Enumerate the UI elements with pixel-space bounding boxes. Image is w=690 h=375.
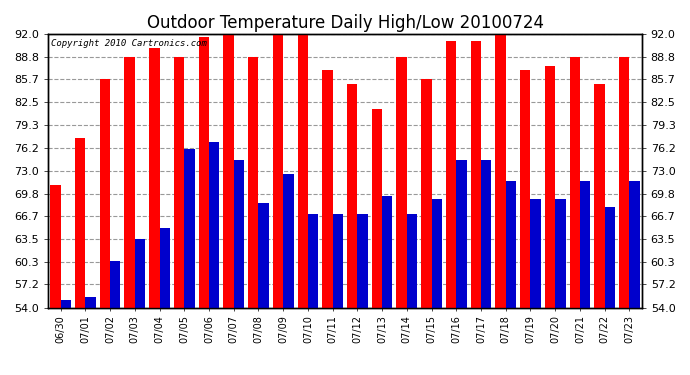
Bar <box>372 110 382 308</box>
Bar <box>471 41 481 308</box>
Bar <box>456 160 466 308</box>
Bar <box>555 200 566 308</box>
Bar <box>75 138 86 308</box>
Bar <box>259 203 269 308</box>
Bar <box>545 66 555 308</box>
Bar <box>382 196 393 308</box>
Bar <box>234 160 244 308</box>
Bar <box>495 34 506 308</box>
Bar <box>297 34 308 308</box>
Bar <box>604 207 615 308</box>
Bar <box>629 182 640 308</box>
Bar <box>159 228 170 308</box>
Bar <box>100 79 110 308</box>
Bar <box>333 214 343 308</box>
Bar <box>531 200 541 308</box>
Title: Outdoor Temperature Daily High/Low 20100724: Outdoor Temperature Daily High/Low 20100… <box>146 14 544 32</box>
Bar <box>594 84 604 308</box>
Bar <box>273 34 283 308</box>
Bar <box>580 182 590 308</box>
Bar <box>248 57 259 308</box>
Bar <box>481 160 491 308</box>
Bar <box>506 182 516 308</box>
Bar <box>431 200 442 308</box>
Bar <box>322 70 333 308</box>
Bar <box>199 38 209 308</box>
Bar <box>347 84 357 308</box>
Bar <box>184 149 195 308</box>
Bar <box>50 185 61 308</box>
Bar <box>308 214 318 308</box>
Bar <box>209 142 219 308</box>
Bar <box>283 174 293 308</box>
Bar <box>224 34 234 308</box>
Bar <box>357 214 368 308</box>
Text: Copyright 2010 Cartronics.com: Copyright 2010 Cartronics.com <box>51 39 207 48</box>
Bar <box>110 261 121 308</box>
Bar <box>61 300 71 307</box>
Bar <box>149 48 159 308</box>
Bar <box>124 57 135 308</box>
Bar <box>520 70 531 308</box>
Bar <box>397 57 407 308</box>
Bar <box>446 41 456 308</box>
Bar <box>86 297 96 307</box>
Bar <box>135 239 145 308</box>
Bar <box>569 57 580 308</box>
Bar <box>421 79 431 308</box>
Bar <box>174 57 184 308</box>
Bar <box>619 57 629 308</box>
Bar <box>407 214 417 308</box>
